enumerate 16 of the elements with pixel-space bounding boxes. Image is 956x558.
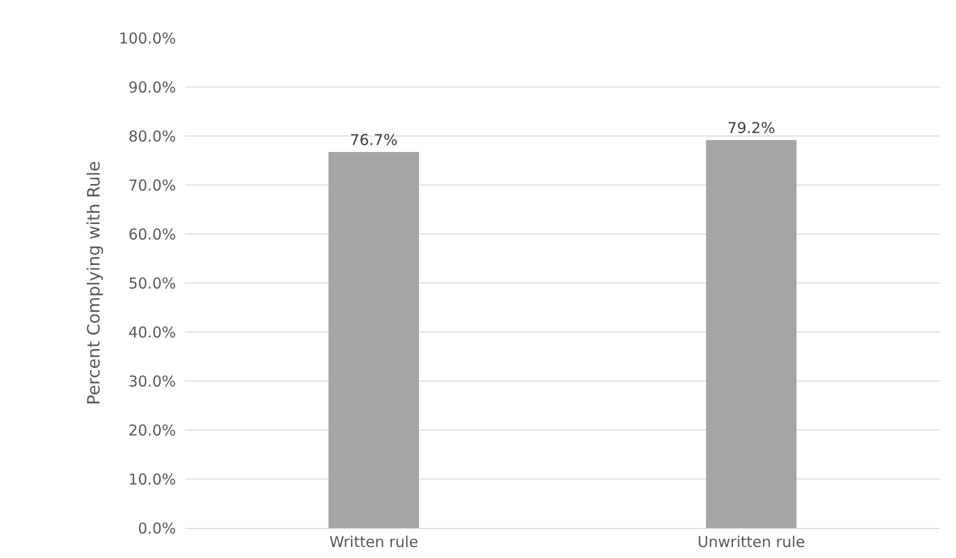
y-tick-label: 50.0%: [128, 274, 176, 292]
y-tick-label: 70.0%: [128, 176, 176, 194]
x-tick-label: Unwritten rule: [698, 533, 805, 551]
data-label: 76.7%: [350, 131, 398, 150]
y-tick-label: 90.0%: [128, 78, 176, 96]
y-tick-label: 20.0%: [128, 421, 176, 440]
y-tick-label: 100.0%: [118, 29, 176, 48]
y-tick-label: 10.0%: [128, 470, 176, 488]
data-label: 79.2%: [727, 118, 776, 137]
y-tick-label: 80.0%: [128, 127, 176, 146]
x-tick-label: Written rule: [329, 533, 418, 551]
y-tick-label: 40.0%: [128, 323, 176, 342]
y-tick-label: 0.0%: [138, 519, 176, 538]
y-axis-title: Percent Complying with Rule: [84, 161, 104, 405]
y-tick-label: 60.0%: [128, 225, 176, 244]
y-tick-label: 30.0%: [128, 372, 176, 390]
